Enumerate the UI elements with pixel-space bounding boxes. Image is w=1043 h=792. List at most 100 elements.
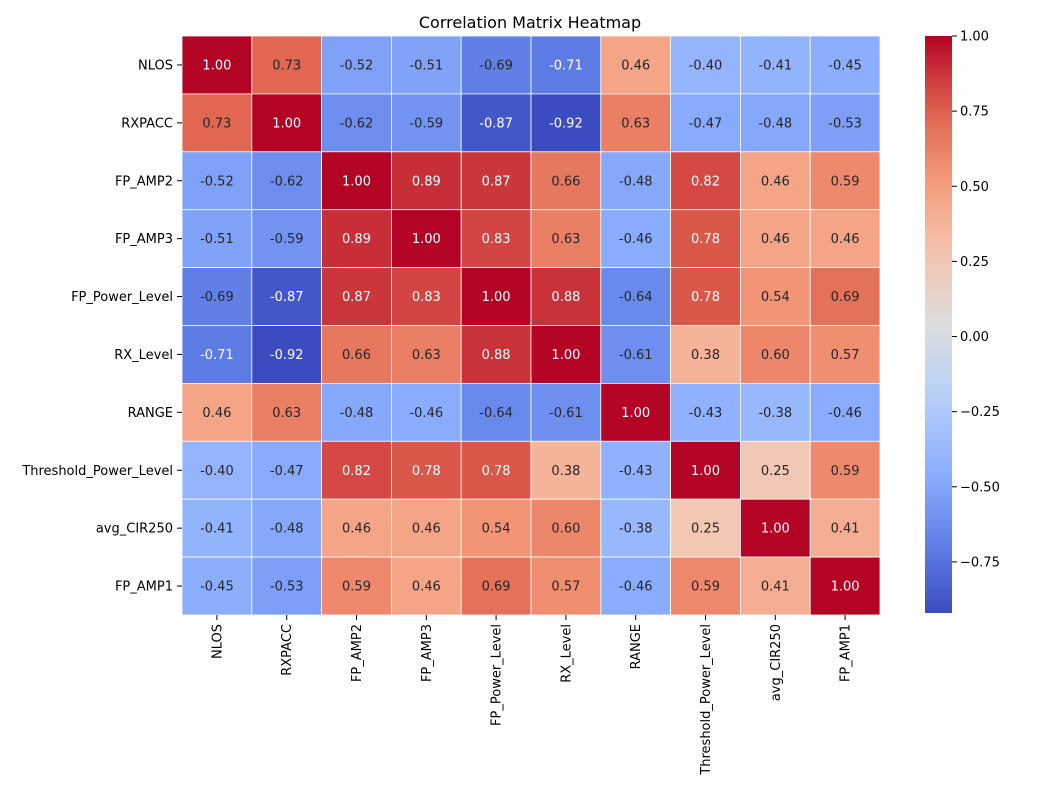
cell-value-label: 0.60 [761, 348, 790, 363]
cell-value-label: -0.46 [619, 580, 653, 595]
cell-value-label: 0.57 [831, 348, 860, 363]
colorbar-tick-label: 0.00 [960, 330, 989, 345]
cell-value-label: -0.52 [200, 174, 234, 189]
heatmap-cell [321, 325, 392, 384]
colorbar-tick-label: 0.75 [960, 105, 989, 120]
heatmap-cell [251, 267, 323, 326]
heatmap-cell [530, 556, 602, 616]
cell-value-label: -0.41 [200, 522, 234, 537]
cell-value-label: 0.66 [551, 174, 580, 189]
cell-value-label: 1.00 [342, 174, 371, 189]
cell-value-label: 0.63 [621, 116, 650, 131]
heatmap-cell [460, 325, 532, 384]
heatmap-cell [670, 93, 741, 153]
row-label: NLOS [138, 58, 173, 73]
heatmap-cell [530, 267, 602, 326]
heatmap-cell [321, 93, 392, 153]
heatmap-cell [809, 93, 881, 153]
cell-value-label: -0.61 [549, 406, 583, 421]
cell-value-label: -0.41 [758, 58, 792, 73]
heatmap-cell [740, 209, 811, 268]
colorbar [925, 36, 952, 613]
cell-value-label: 0.41 [761, 580, 790, 595]
cell-value-label: -0.47 [689, 116, 723, 131]
heatmap-cell [390, 440, 462, 500]
cell-value-label: -0.62 [270, 174, 304, 189]
cell-value-label: 0.46 [202, 406, 231, 421]
cell-value-label: -0.46 [619, 232, 653, 247]
heatmap-cell [181, 325, 253, 384]
heatmap-cell [600, 556, 671, 616]
cell-value-label: 0.88 [482, 348, 511, 363]
colorbar-tick-label: −0.75 [960, 555, 1000, 570]
row-label: FP_AMP1 [115, 580, 173, 595]
cell-value-label: 0.46 [412, 522, 441, 537]
heatmap-cell [809, 498, 881, 558]
cell-value-label: 0.63 [412, 348, 441, 363]
column-label: RANGE [629, 624, 644, 669]
heatmap-cell [670, 35, 741, 95]
heatmap-cell [600, 267, 671, 326]
cell-value-label: 0.78 [482, 464, 511, 479]
heatmap-cell [390, 93, 462, 153]
cell-value-label: 1.00 [272, 116, 301, 131]
cell-value-label: 0.59 [831, 464, 860, 479]
cell-value-label: 0.46 [831, 232, 860, 247]
cell-value-label: 0.41 [831, 522, 860, 537]
cell-value-label: 1.00 [202, 58, 231, 73]
cell-value-label: -0.64 [619, 290, 653, 305]
colorbar-tick-label: 0.25 [960, 255, 989, 270]
heatmap-cell [321, 498, 392, 558]
heatmap-cell [251, 498, 323, 558]
cell-value-label: 0.46 [761, 232, 790, 247]
cell-value-label: -0.48 [758, 116, 792, 131]
heatmap-cell [670, 151, 741, 211]
cell-value-label: -0.38 [619, 522, 653, 537]
heatmap-cell [321, 440, 392, 500]
cell-value-label: -0.71 [549, 58, 583, 73]
row-label: FP_AMP2 [115, 174, 173, 189]
cell-value-label: 1.00 [691, 464, 720, 479]
cell-value-label: -0.92 [270, 348, 304, 363]
cell-value-label: -0.52 [340, 58, 374, 73]
heatmap-cell [809, 35, 881, 95]
cell-value-label: 0.82 [691, 174, 720, 189]
colorbar-ticks: 1.00 0.75 0.50 0.25 0.00 −0.25 −0.50 −0.75 [952, 30, 1000, 570]
heatmap-cell [670, 382, 741, 442]
heatmap-cell [740, 151, 811, 211]
column-label: RXPACC [280, 624, 295, 676]
cell-value-label: -0.46 [828, 406, 862, 421]
cell-value-label: 1.00 [551, 348, 580, 363]
heatmap-cell [181, 35, 253, 95]
column-label: avg_CIR250 [769, 624, 784, 701]
heatmap-cell [251, 151, 323, 211]
heatmap-cell [740, 93, 811, 153]
cell-value-label: 0.87 [482, 174, 511, 189]
cell-value-label: 0.87 [342, 290, 371, 305]
cell-value-label: 0.60 [551, 522, 580, 537]
row-label: RANGE [128, 406, 173, 421]
cell-value-label: -0.92 [549, 116, 583, 131]
heatmap-cell [530, 93, 602, 153]
heatmap-cell [460, 556, 532, 616]
cell-value-label: 0.89 [342, 232, 371, 247]
heatmap-cell [251, 35, 323, 95]
cell-value-label: 0.63 [272, 406, 301, 421]
heatmap-cell [321, 267, 392, 326]
heatmap-cell [600, 440, 671, 500]
cell-value-label: 1.00 [761, 522, 790, 537]
chart-title: Correlation Matrix Heatmap [419, 13, 641, 32]
cell-value-label: -0.48 [619, 174, 653, 189]
heatmap-cell [740, 440, 811, 500]
heatmap-cell [181, 382, 253, 442]
cell-value-label: 0.46 [412, 580, 441, 595]
cell-value-label: -0.87 [479, 116, 513, 131]
column-label: NLOS [210, 624, 225, 659]
heatmap-cell [530, 440, 602, 500]
heatmap-cell [740, 556, 811, 616]
heatmap-cell [740, 498, 811, 558]
cell-value-label: 0.78 [691, 290, 720, 305]
row-label: avg_CIR250 [96, 522, 173, 537]
heatmap-cell [181, 209, 253, 268]
colorbar-tick-label: −0.50 [960, 480, 1000, 495]
